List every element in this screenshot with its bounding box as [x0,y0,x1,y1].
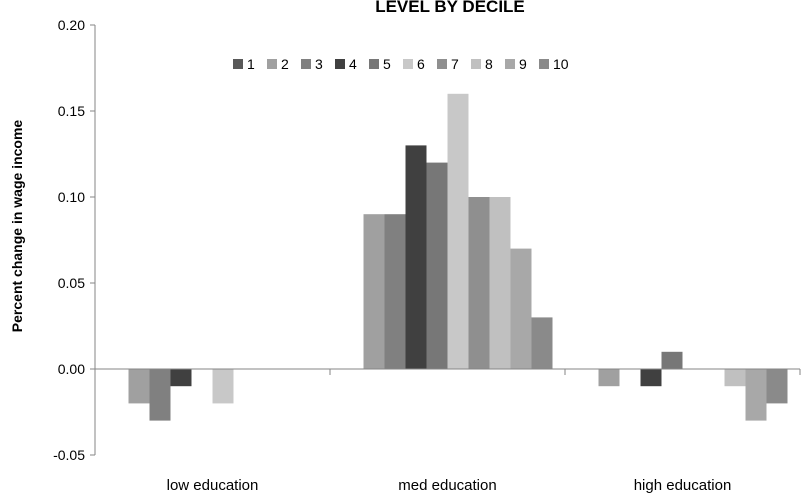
axes-layer: 0.20 0.15 0.10 0.05 0.00 -0.05 low education me… [53,17,801,493]
y-tick-label: 0.05 [58,275,85,291]
bar-high-education-decile-8 [724,369,746,387]
legend-item-10: 10 [539,56,569,72]
bar-high-education-decile-9 [745,369,767,421]
x-category-label: high education [634,477,732,493]
y-axis-title: Percent change in wage income [9,120,25,333]
bar-high-education-decile-2 [598,369,620,387]
bar-med-education-decile-6 [447,93,469,370]
bar-high-education-decile-5 [661,351,683,369]
legend-item-3: 3 [301,56,323,72]
legend-item-5: 5 [369,56,391,72]
x-category-label: low education [167,477,259,493]
bar-low-education-decile-3 [149,369,171,421]
bar-high-education-decile-10 [766,369,788,404]
y-tick-label: 0.10 [58,189,85,205]
legend-item-1: 1 [233,56,255,72]
legend-label: 2 [281,56,289,72]
legend-label: 8 [485,56,493,72]
legend: 1 2 3 4 5 6 7 8 9 10 [233,56,569,72]
x-category-label: med education [398,477,496,493]
bar-med-education-decile-3 [384,214,406,369]
legend-label: 5 [383,56,391,72]
legend-label: 1 [247,56,255,72]
bar-med-education-decile-10 [531,317,553,369]
bars-layer [128,93,788,421]
legend-label: 3 [315,56,323,72]
y-tick-label: 0.00 [58,361,85,377]
y-tick-label: -0.05 [53,447,85,463]
legend-label: 7 [451,56,459,72]
legend-swatch [335,59,345,69]
bar-med-education-decile-5 [426,162,448,369]
legend-swatch [267,59,277,69]
legend-swatch [369,59,379,69]
bar-low-education-decile-4 [170,369,192,387]
legend-label: 9 [519,56,527,72]
legend-swatch [233,59,243,69]
bar-low-education-decile-2 [128,369,150,404]
legend-swatch [403,59,413,69]
bar-med-education-decile-2 [363,214,385,369]
bar-high-education-decile-4 [640,369,662,387]
legend-item-9: 9 [505,56,527,72]
bar-low-education-decile-6 [212,369,234,404]
y-tick-label: 0.15 [58,103,85,119]
legend-swatch [471,59,481,69]
legend-item-2: 2 [267,56,289,72]
legend-item-8: 8 [471,56,493,72]
bar-med-education-decile-9 [510,248,532,369]
y-tick-label: 0.20 [58,17,85,33]
legend-item-4: 4 [335,56,357,72]
legend-label: 4 [349,56,357,72]
legend-label: 10 [553,56,569,72]
legend-swatch [301,59,311,69]
bar-med-education-decile-7 [468,197,490,369]
legend-label: 6 [417,56,425,72]
chart-title: LEVEL BY DECILE [375,0,525,16]
bar-med-education-decile-4 [405,145,427,369]
legend-item-7: 7 [437,56,459,72]
legend-swatch [505,59,515,69]
legend-swatch [539,59,549,69]
legend-swatch [437,59,447,69]
legend-item-6: 6 [403,56,425,72]
bar-med-education-decile-8 [489,197,511,369]
